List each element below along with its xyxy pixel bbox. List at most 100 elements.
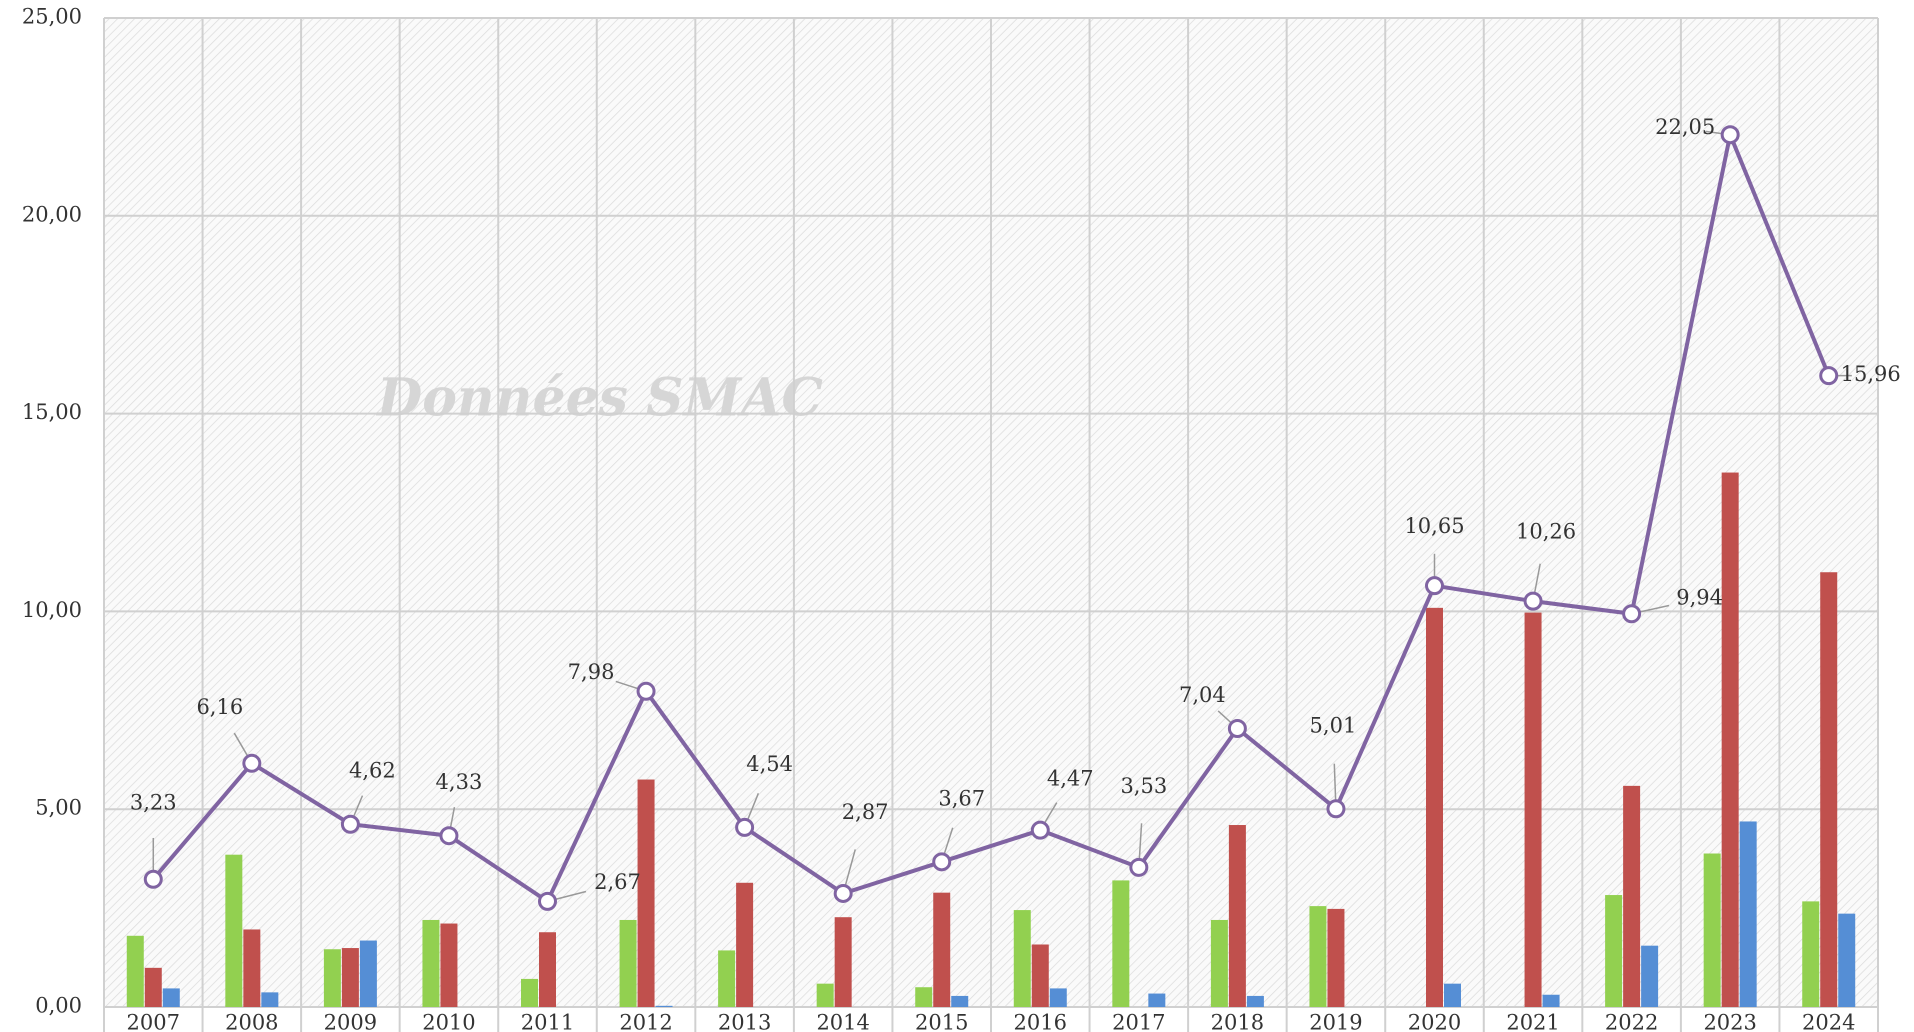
bar bbox=[1542, 994, 1560, 1007]
x-tick-label: 2013 bbox=[718, 1011, 771, 1032]
bar bbox=[951, 995, 969, 1007]
x-tick-label: 2024 bbox=[1802, 1011, 1855, 1032]
line-marker bbox=[833, 883, 853, 903]
bar bbox=[359, 940, 377, 1007]
line-marker bbox=[143, 869, 163, 889]
bar bbox=[1444, 983, 1461, 1007]
y-tick-label: 25,00 bbox=[22, 5, 82, 29]
bar bbox=[1246, 995, 1264, 1007]
bar bbox=[162, 988, 180, 1007]
bar bbox=[718, 950, 736, 1007]
bar bbox=[637, 779, 655, 1007]
data-label: 22,05 bbox=[1655, 115, 1715, 139]
bar bbox=[341, 948, 359, 1007]
bar bbox=[243, 929, 261, 1007]
data-label: 2,67 bbox=[594, 870, 641, 894]
data-label: 7,04 bbox=[1179, 683, 1226, 707]
bar bbox=[1327, 908, 1345, 1007]
data-label: 4,62 bbox=[349, 759, 396, 783]
data-label: 4,54 bbox=[746, 752, 793, 776]
x-tick-label: 2015 bbox=[915, 1011, 968, 1032]
bar bbox=[655, 1005, 673, 1007]
line-marker bbox=[242, 753, 262, 773]
bar bbox=[1013, 910, 1031, 1007]
data-label: 6,16 bbox=[196, 695, 243, 719]
bar bbox=[1148, 993, 1166, 1007]
bar bbox=[1112, 880, 1130, 1007]
line-marker bbox=[932, 852, 952, 872]
x-tick-label: 2020 bbox=[1408, 1011, 1461, 1032]
bar bbox=[1228, 825, 1246, 1007]
x-tick-label: 2016 bbox=[1014, 1011, 1067, 1032]
bar bbox=[1739, 821, 1757, 1007]
line-marker bbox=[735, 817, 755, 837]
watermark: Données SMAC bbox=[375, 368, 823, 429]
bar bbox=[1838, 913, 1856, 1007]
bar bbox=[521, 978, 538, 1007]
x-tick-label: 2008 bbox=[225, 1011, 278, 1032]
y-tick-label: 15,00 bbox=[22, 400, 82, 424]
data-label: 7,98 bbox=[568, 660, 615, 684]
bar bbox=[1426, 607, 1443, 1007]
bar bbox=[1605, 895, 1623, 1007]
bar bbox=[539, 932, 556, 1007]
x-tick-label: 2021 bbox=[1506, 1011, 1559, 1032]
line-marker bbox=[1227, 718, 1247, 738]
x-tick-label: 2010 bbox=[422, 1011, 475, 1032]
bar bbox=[1623, 785, 1641, 1007]
bar bbox=[915, 987, 933, 1007]
bar bbox=[1721, 472, 1739, 1007]
x-tick-label: 2018 bbox=[1211, 1011, 1264, 1032]
bar bbox=[1703, 853, 1721, 1007]
data-label: 4,33 bbox=[436, 770, 483, 794]
x-tick-label: 2012 bbox=[619, 1011, 672, 1032]
bar bbox=[619, 919, 637, 1007]
bar bbox=[440, 923, 458, 1007]
bar bbox=[1309, 906, 1327, 1007]
data-label: 10,26 bbox=[1516, 520, 1576, 544]
data-label: 2,87 bbox=[842, 800, 889, 824]
data-label: 5,01 bbox=[1310, 713, 1357, 737]
line-marker bbox=[1523, 591, 1543, 611]
data-label: 3,23 bbox=[130, 791, 177, 815]
line-marker bbox=[439, 826, 459, 846]
line-marker bbox=[340, 814, 360, 834]
bar bbox=[422, 919, 440, 1007]
bar bbox=[834, 917, 852, 1007]
line-marker bbox=[538, 891, 557, 911]
bar bbox=[1524, 612, 1542, 1007]
bar bbox=[1049, 988, 1067, 1007]
x-tick-label: 2022 bbox=[1605, 1011, 1658, 1032]
line-marker bbox=[1326, 799, 1346, 819]
x-tick-label: 2014 bbox=[816, 1011, 869, 1032]
line-marker bbox=[1129, 857, 1149, 877]
data-label: 15,96 bbox=[1841, 362, 1901, 386]
bar bbox=[225, 854, 243, 1007]
x-tick-label: 2007 bbox=[127, 1011, 180, 1032]
bar bbox=[1641, 945, 1659, 1007]
x-tick-label: 2009 bbox=[324, 1011, 377, 1032]
y-tick-label: 0,00 bbox=[35, 994, 82, 1018]
line bbox=[151, 127, 1831, 905]
line-marker bbox=[1425, 576, 1444, 596]
data-label: 3,67 bbox=[938, 786, 985, 810]
y-tick-label: 10,00 bbox=[22, 598, 82, 622]
y-tick-label: 20,00 bbox=[22, 202, 82, 226]
line-marker bbox=[1030, 820, 1050, 840]
line-marker bbox=[636, 681, 656, 701]
line-marker bbox=[1622, 604, 1642, 624]
y-tick-label: 5,00 bbox=[35, 796, 82, 820]
x-tick-label: 2011 bbox=[521, 1011, 574, 1032]
bar bbox=[126, 935, 144, 1007]
x-tick-label: 2017 bbox=[1112, 1011, 1165, 1032]
bar bbox=[816, 983, 834, 1007]
bar bbox=[1820, 572, 1838, 1007]
line-marker bbox=[1720, 125, 1740, 145]
data-label: 4,47 bbox=[1047, 767, 1094, 791]
bar bbox=[144, 967, 162, 1007]
data-label: 9,94 bbox=[1676, 585, 1723, 609]
bar bbox=[323, 949, 341, 1007]
bar bbox=[1031, 944, 1049, 1007]
data-label: 10,65 bbox=[1404, 514, 1464, 538]
